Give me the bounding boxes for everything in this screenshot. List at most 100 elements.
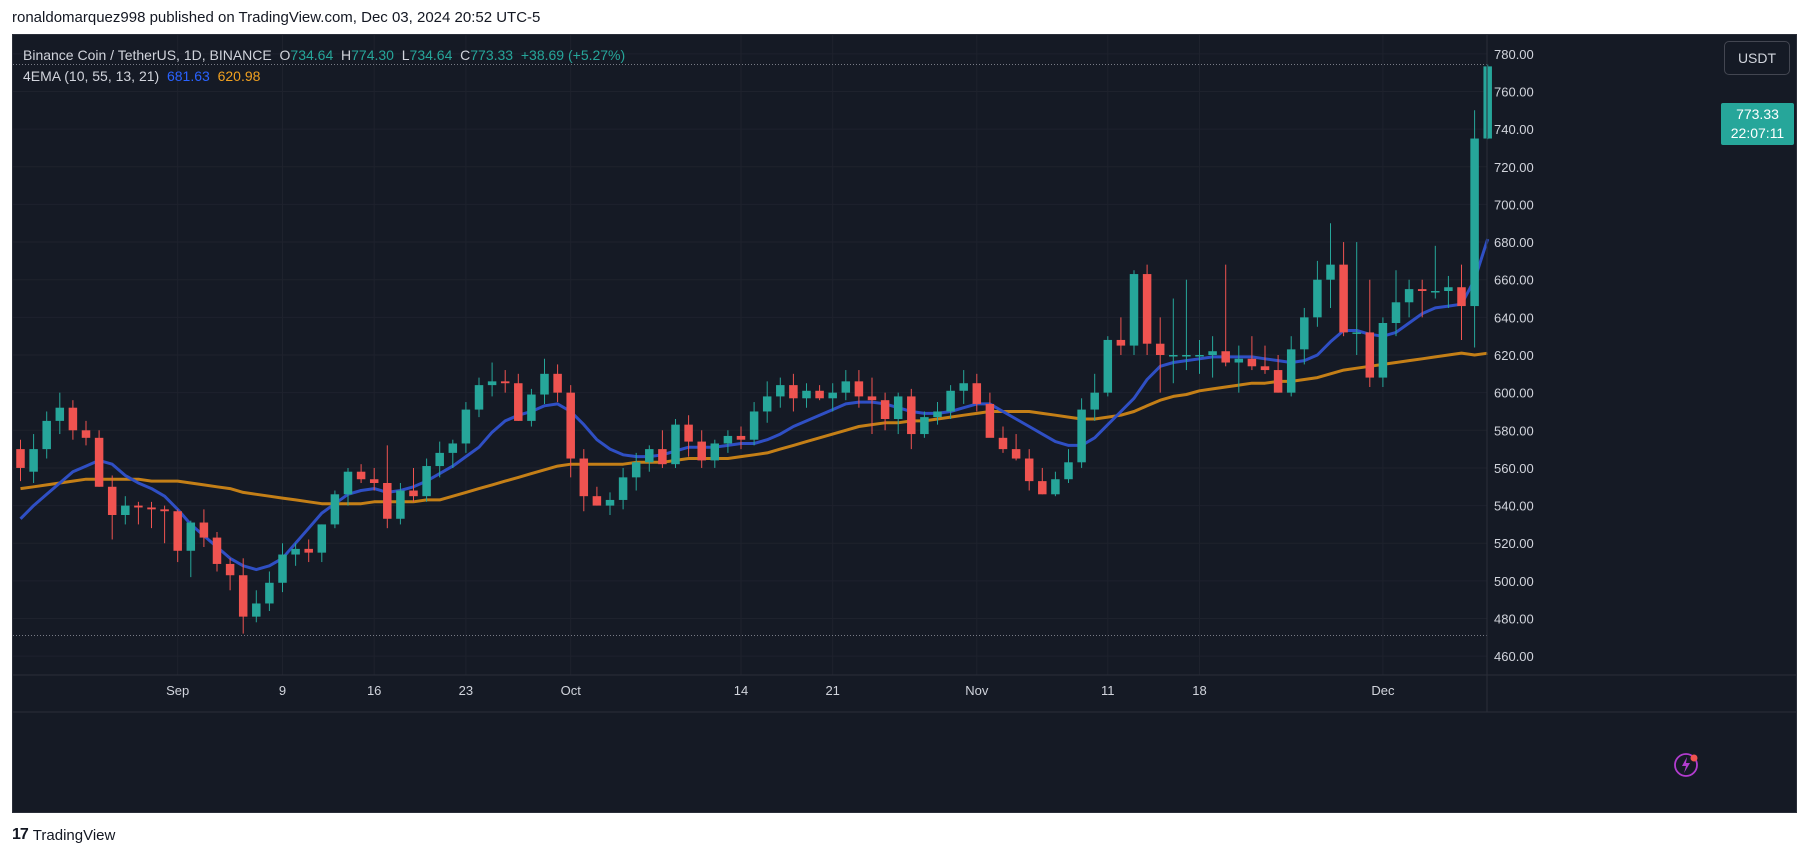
candle	[252, 590, 261, 623]
last-price-value: 773.33	[1736, 106, 1779, 122]
candle-body	[396, 490, 405, 519]
candle-body	[907, 396, 916, 435]
candle	[998, 426, 1008, 453]
tradingview-brand: TradingView	[32, 826, 116, 844]
candle	[867, 377, 877, 435]
y-tick-label: 700.00	[1494, 197, 1534, 212]
candle	[1352, 242, 1361, 355]
candle	[514, 373, 523, 421]
candle-body	[710, 443, 720, 461]
candlestick-chart[interactable]: 460.00 480.00 500.00 520.00 540.00 560.00 580.…	[13, 35, 1796, 812]
candle-body	[1313, 279, 1322, 318]
candle-body	[1247, 358, 1257, 367]
candle	[553, 364, 562, 403]
currency-button[interactable]: USDT	[1724, 41, 1790, 75]
candle	[1116, 317, 1126, 355]
ema-slow-line	[20, 351, 1488, 506]
candle-body	[1404, 289, 1414, 303]
candle	[1339, 242, 1348, 337]
candle-body	[1142, 274, 1152, 344]
candle	[317, 524, 327, 563]
candle-body	[1365, 332, 1375, 378]
candle-body	[212, 537, 222, 564]
candle	[776, 377, 785, 408]
candle	[487, 362, 497, 397]
candle	[422, 458, 431, 502]
candle	[710, 439, 720, 468]
candle	[396, 483, 405, 525]
candle-body	[959, 383, 968, 391]
candle-body	[618, 477, 628, 500]
close-value: 773.33	[470, 47, 514, 63]
candle-body	[867, 396, 877, 401]
candle-body	[422, 466, 431, 497]
candle-body	[946, 390, 955, 412]
candle-body	[1444, 287, 1453, 291]
grid-lines	[13, 35, 1487, 675]
change-value: +38.69 (+5.27%)	[520, 47, 626, 63]
candle	[736, 426, 746, 450]
candle	[1378, 317, 1388, 387]
x-tick-label: 9	[279, 683, 286, 698]
candle	[933, 402, 942, 425]
symbol-legend-row: Binance Coin / TetherUS, 1D, BINANCE O73…	[23, 47, 626, 63]
candle	[1300, 307, 1309, 365]
ema-fast-value: 681.63	[166, 68, 210, 84]
bar-countdown: 22:07:11	[1730, 125, 1785, 141]
candle	[1038, 467, 1047, 495]
y-tick-label: 720.00	[1494, 160, 1534, 175]
candle	[409, 467, 418, 502]
candle-body	[55, 407, 65, 421]
y-tick-label: 660.00	[1494, 273, 1534, 288]
candle	[474, 377, 484, 418]
candle-body	[540, 373, 549, 395]
candle-body	[592, 496, 602, 506]
y-tick-label: 620.00	[1494, 348, 1534, 363]
candle	[605, 492, 615, 515]
chart-panel[interactable]: 460.00 480.00 500.00 520.00 540.00 560.00 580.…	[12, 34, 1797, 813]
candle-body	[972, 383, 982, 404]
candle	[893, 392, 903, 435]
candle	[212, 531, 222, 572]
candle-body	[553, 373, 562, 393]
candle	[579, 449, 589, 512]
tradingview-logo[interactable]: 17 TradingView	[12, 826, 115, 844]
y-tick-label: 760.00	[1494, 84, 1534, 99]
candle-body	[658, 449, 667, 465]
candle-body	[343, 471, 353, 495]
candle	[107, 475, 117, 540]
candle-body	[186, 522, 196, 551]
candle-body	[160, 509, 169, 512]
x-tick-label: 21	[825, 683, 839, 698]
candle-body	[828, 392, 837, 399]
candle-body	[985, 403, 995, 438]
candle	[566, 385, 575, 478]
candle-body	[409, 490, 418, 497]
candle	[461, 402, 471, 453]
candle	[1234, 345, 1244, 393]
y-tick-label: 520.00	[1494, 536, 1534, 551]
candle	[1142, 264, 1152, 355]
candle	[29, 434, 38, 483]
lightning-icon[interactable]	[1673, 750, 1701, 778]
candle	[789, 373, 798, 412]
candle-body	[749, 411, 759, 440]
candle	[81, 420, 91, 446]
symbol-name[interactable]: Binance Coin / TetherUS, 1D, BINANCE	[23, 47, 272, 63]
y-tick-label: 460.00	[1494, 649, 1534, 664]
candle-body	[1260, 366, 1270, 371]
x-tick-label: 16	[367, 683, 381, 698]
y-tick-label: 740.00	[1494, 122, 1534, 137]
candle-body	[383, 483, 392, 519]
candle	[68, 400, 78, 440]
x-tick-label: Dec	[1371, 683, 1395, 698]
candle	[94, 430, 104, 487]
candle	[238, 558, 248, 634]
candle	[160, 505, 169, 544]
candle-body	[448, 443, 458, 453]
indicator-name[interactable]: 4EMA (10, 55, 13, 21)	[23, 68, 160, 84]
candle-body	[1234, 358, 1244, 363]
candle	[1431, 245, 1440, 299]
candle	[749, 402, 759, 446]
candle-body	[762, 396, 772, 412]
